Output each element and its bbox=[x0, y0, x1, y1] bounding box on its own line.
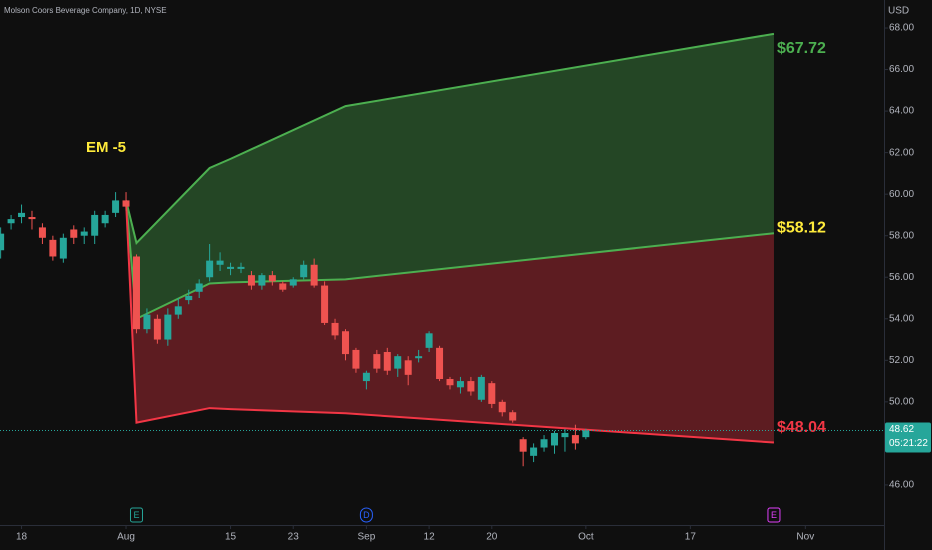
y-tick-label: 52.00 bbox=[889, 355, 914, 366]
candle-body bbox=[49, 239, 57, 257]
x-tick-label: 18 bbox=[16, 532, 28, 543]
x-tick-label: 15 bbox=[225, 532, 237, 543]
candle-body bbox=[28, 217, 36, 220]
lower-band-line bbox=[125, 200, 775, 444]
candle-body bbox=[404, 360, 412, 375]
candle-body bbox=[582, 430, 590, 438]
event-marker bbox=[359, 507, 373, 523]
candle-body bbox=[216, 260, 224, 265]
candle-body bbox=[352, 349, 360, 369]
x-tick-label: 20 bbox=[486, 532, 498, 543]
candle-body bbox=[59, 237, 67, 259]
candle-body bbox=[425, 333, 433, 348]
candle-body bbox=[0, 233, 5, 251]
candle-body bbox=[561, 433, 569, 438]
candle-body bbox=[519, 439, 527, 452]
candle-body bbox=[174, 306, 182, 315]
x-tick-label: Oct bbox=[578, 532, 594, 543]
candle-body bbox=[258, 275, 266, 286]
y-tick-label: 60.00 bbox=[889, 189, 914, 200]
candle-body bbox=[394, 356, 402, 369]
y-tick-label: 64.00 bbox=[889, 106, 914, 117]
candle-body bbox=[101, 214, 109, 224]
event-marker bbox=[767, 507, 781, 523]
candle-body bbox=[550, 433, 558, 446]
x-tick-label: 17 bbox=[685, 532, 697, 543]
x-tick-label: Aug bbox=[117, 532, 135, 543]
candle-body bbox=[456, 381, 464, 388]
candle-body bbox=[38, 227, 46, 238]
candle-body bbox=[227, 266, 235, 269]
candle-body bbox=[341, 331, 349, 355]
candle-body bbox=[509, 412, 517, 421]
candle-body bbox=[383, 352, 391, 371]
candle-body bbox=[321, 285, 329, 323]
band-label: $48.04 bbox=[777, 419, 826, 436]
y-tick-label: 58.00 bbox=[889, 230, 914, 241]
candle-body bbox=[540, 439, 548, 448]
candle-body bbox=[18, 212, 26, 218]
band-label: $58.12 bbox=[777, 219, 826, 236]
currency: USD bbox=[888, 6, 909, 17]
event-marker bbox=[129, 507, 143, 523]
candle-body bbox=[289, 279, 297, 286]
candle-body bbox=[331, 322, 339, 336]
x-tick-label: Sep bbox=[357, 532, 375, 543]
x-tick-label: 12 bbox=[424, 532, 436, 543]
candle-body bbox=[153, 318, 161, 340]
price-tag-value: 48.62 bbox=[889, 424, 914, 435]
candle-body bbox=[530, 447, 538, 456]
annotation: EM -5 bbox=[86, 139, 126, 156]
candle-body bbox=[488, 383, 496, 404]
candle-body bbox=[143, 314, 151, 330]
upper-band-area bbox=[126, 33, 774, 319]
upper-band-line bbox=[125, 32, 775, 245]
y-tick-label: 56.00 bbox=[889, 272, 914, 283]
event-marker-label: D bbox=[363, 510, 370, 520]
y-tick-label: 54.00 bbox=[889, 313, 914, 324]
candle-body bbox=[477, 376, 485, 400]
candle-body bbox=[279, 283, 287, 290]
event-marker-label: E bbox=[133, 510, 139, 520]
x-tick-label: 23 bbox=[288, 532, 300, 543]
y-tick-label: 46.00 bbox=[889, 480, 914, 491]
candle-body bbox=[185, 295, 193, 301]
candle-body bbox=[70, 229, 78, 238]
band-label: $67.72 bbox=[777, 40, 826, 57]
candle-body bbox=[300, 264, 308, 278]
candle-body bbox=[80, 231, 88, 236]
candle-body bbox=[268, 275, 276, 282]
x-tick-label: Nov bbox=[796, 532, 814, 543]
candle-body bbox=[310, 264, 318, 286]
candle-body bbox=[247, 275, 255, 286]
candle-body bbox=[436, 347, 444, 380]
y-tick-label: 50.00 bbox=[889, 396, 914, 407]
y-tick-label: 66.00 bbox=[889, 64, 914, 75]
candle-body bbox=[7, 219, 15, 224]
candle-body bbox=[206, 260, 214, 278]
candle-body bbox=[373, 354, 381, 369]
candle-body bbox=[498, 401, 506, 413]
price-tag bbox=[885, 422, 931, 453]
candle-body bbox=[446, 379, 454, 386]
lower-band-area bbox=[126, 200, 774, 443]
candle-body bbox=[122, 200, 130, 207]
candle-body bbox=[91, 214, 99, 236]
candle-body bbox=[415, 356, 423, 359]
price-tag-countdown: 05:21:22 bbox=[889, 438, 928, 449]
candle-body bbox=[112, 200, 120, 213]
y-tick-label: 62.00 bbox=[889, 147, 914, 158]
candle-body bbox=[164, 314, 172, 340]
chart-title: Molson Coors Beverage Company, 1D, NYSE bbox=[4, 6, 167, 15]
candle-body bbox=[237, 266, 245, 269]
event-marker-label: E bbox=[771, 510, 777, 520]
y-tick-label: 68.00 bbox=[889, 23, 914, 34]
candle-body bbox=[132, 256, 140, 330]
candle-body bbox=[362, 372, 370, 382]
candle-body bbox=[195, 283, 203, 292]
candle-body bbox=[571, 435, 579, 444]
candle-body bbox=[467, 381, 475, 392]
